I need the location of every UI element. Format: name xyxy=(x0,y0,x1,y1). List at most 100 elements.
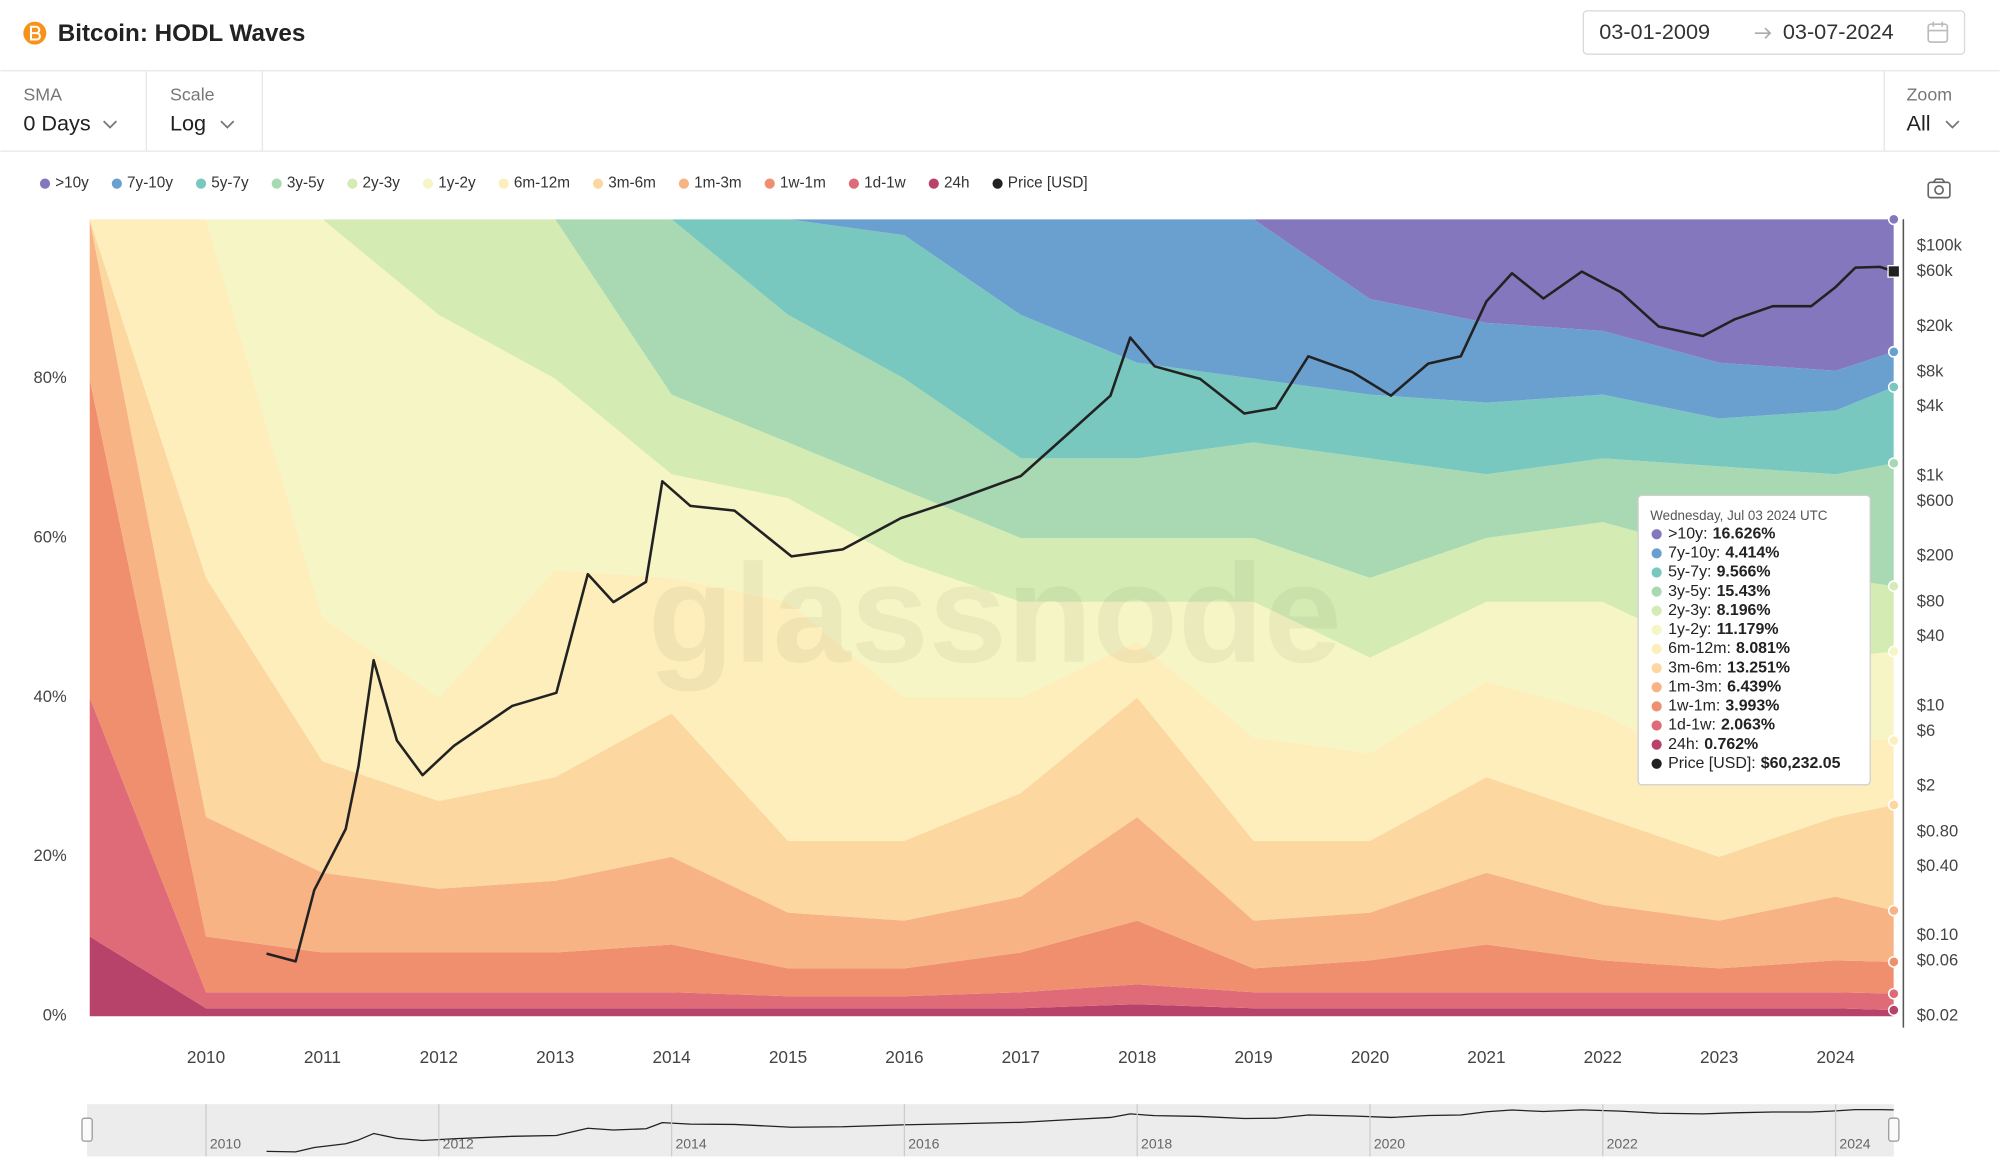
price-end-marker xyxy=(1887,265,1901,278)
tooltip-value: 11.179% xyxy=(1717,621,1779,638)
legend-label[interactable]: 1m-3m xyxy=(694,175,742,192)
legend-swatch[interactable] xyxy=(111,178,122,189)
legend-swatch[interactable] xyxy=(422,178,434,189)
date-to[interactable]: 03-07-2024 xyxy=(1783,19,1894,44)
series-end-marker xyxy=(1887,645,1900,658)
y-tick-label: 0% xyxy=(43,1006,67,1025)
navigator-handle[interactable] xyxy=(81,1117,93,1142)
control-label: Zoom xyxy=(1907,84,1953,104)
tooltip-date: Wednesday, Jul 03 2024 UTC xyxy=(1650,508,1828,523)
legend-label[interactable]: 1y-2y xyxy=(438,175,476,192)
price-line xyxy=(266,1108,1894,1153)
y2-tick-label: $200 xyxy=(1917,546,1954,565)
x-tick-label: 2022 xyxy=(1584,1047,1622,1067)
x-tick-label: 2014 xyxy=(652,1047,691,1067)
date-from[interactable]: 03-01-2009 xyxy=(1599,19,1710,44)
tooltip-name: 1m-3m: xyxy=(1668,678,1722,695)
x-tick-label: 2017 xyxy=(1002,1047,1040,1067)
y2-tick-label: $40 xyxy=(1917,626,1945,645)
calendar-icon[interactable] xyxy=(1927,21,1949,43)
date-range-picker[interactable]: 03-01-2009 03-07-2024 xyxy=(1582,10,1966,55)
x-tick-label: 2020 xyxy=(1351,1047,1389,1067)
chevron xyxy=(103,120,118,129)
y2-tick-label: $2 xyxy=(1917,776,1935,795)
control-value[interactable]: 0 Days xyxy=(23,111,91,136)
legend-label[interactable]: 24h xyxy=(944,175,970,192)
navigator-tick-label: 2012 xyxy=(443,1136,474,1152)
legend-swatch[interactable] xyxy=(678,178,689,189)
tooltip-value: 3.993% xyxy=(1725,698,1779,715)
series-end-marker xyxy=(1887,213,1900,226)
legend-label[interactable]: 5y-7y xyxy=(211,175,249,192)
y-tick-label: 60% xyxy=(34,527,67,546)
x-tick-label: 2012 xyxy=(420,1047,458,1067)
legend-label[interactable]: 1w-1m xyxy=(780,175,826,192)
navigator-content: 2010 2012 2014 2016 2018 2020 2022 2024 xyxy=(205,1104,1894,1157)
control-value[interactable]: Log xyxy=(170,111,206,136)
legend-label[interactable]: Price [USD] xyxy=(1008,175,1088,192)
legend-label[interactable]: 7y-10y xyxy=(127,175,173,192)
area-band xyxy=(89,219,1894,969)
legend-swatch[interactable] xyxy=(271,178,282,189)
chevron xyxy=(220,120,235,129)
y2-tick-label: $6 xyxy=(1917,721,1935,740)
control-value[interactable]: All xyxy=(1907,111,1931,136)
zoom-dropdown[interactable]: Zoom All xyxy=(1907,84,1960,136)
page-title: Bitcoin: HODL Waves xyxy=(58,20,306,47)
tooltip-value: 8.196% xyxy=(1717,602,1771,619)
legend-swatch[interactable] xyxy=(764,178,775,189)
tooltip-name: 24h: xyxy=(1668,736,1699,753)
y2-tick-label: $0.02 xyxy=(1917,1006,1958,1025)
tooltip-name: 1d-1w: xyxy=(1668,717,1716,734)
y2-tick-label: $0.80 xyxy=(1917,821,1958,840)
chevron xyxy=(1945,120,1960,129)
tooltip-swatch xyxy=(1651,720,1662,731)
y2-tick-label: $8k xyxy=(1917,362,1944,381)
tooltip-name: 1y-2y: xyxy=(1668,621,1711,638)
legend-label[interactable]: >10y xyxy=(55,175,89,192)
legend-swatch[interactable] xyxy=(347,178,358,189)
y2-tick-label: $20k xyxy=(1917,316,1954,335)
legend-swatch[interactable] xyxy=(928,178,939,189)
legend-swatch[interactable] xyxy=(592,178,604,189)
navigator[interactable] xyxy=(87,1104,1894,1157)
legend-swatch[interactable] xyxy=(848,178,859,189)
area-band xyxy=(89,219,1894,371)
tooltip-swatch xyxy=(1651,567,1662,578)
legend-swatch[interactable] xyxy=(498,178,509,189)
legend-swatch[interactable] xyxy=(992,178,1003,189)
tooltip-swatch xyxy=(1651,758,1662,769)
scale-dropdown[interactable]: Scale Log xyxy=(170,84,235,136)
y-tick-label: 20% xyxy=(34,846,67,865)
tooltip-value: 2.063% xyxy=(1721,717,1775,734)
tooltip-name: 2y-3y: xyxy=(1668,602,1711,619)
tooltip-name: >10y: xyxy=(1668,525,1707,542)
date-range-box[interactable] xyxy=(1582,10,1966,55)
y2-tick-label: $60k xyxy=(1917,261,1954,280)
navigator-tick-label: 2024 xyxy=(1839,1136,1870,1152)
tooltip-name: 6m-12m: xyxy=(1668,640,1731,657)
legend-label[interactable]: 1d-1w xyxy=(864,175,907,192)
tooltip-swatch xyxy=(1651,605,1662,616)
area-band xyxy=(89,219,1894,658)
tooltip-name: 3m-6m: xyxy=(1668,659,1722,676)
navigator-handle[interactable] xyxy=(1888,1117,1900,1142)
series-end-marker xyxy=(1887,904,1900,917)
x-tick-label: 2018 xyxy=(1118,1047,1156,1067)
navigator-tick-label: 2016 xyxy=(908,1136,939,1152)
screenshot-button[interactable] xyxy=(1927,178,1951,199)
y2-tick-label: $1k xyxy=(1917,465,1944,484)
sma-dropdown[interactable]: SMA 0 Days xyxy=(23,84,118,136)
tooltip-value: 6.439% xyxy=(1727,678,1781,695)
legend-label[interactable]: 3y-5y xyxy=(287,175,325,192)
watermark: glassnode xyxy=(648,535,1342,692)
legend-label[interactable]: 3m-6m xyxy=(608,175,656,192)
legend-label[interactable]: 2y-3y xyxy=(363,175,401,192)
legend-swatch[interactable] xyxy=(195,178,207,189)
legend-label[interactable]: 6m-12m xyxy=(514,175,570,192)
tooltip-value: 0.762% xyxy=(1704,736,1758,753)
legend-swatch[interactable] xyxy=(39,178,51,189)
navigator-tick-label: 2020 xyxy=(1374,1136,1405,1152)
series-end-marker xyxy=(1887,457,1900,470)
